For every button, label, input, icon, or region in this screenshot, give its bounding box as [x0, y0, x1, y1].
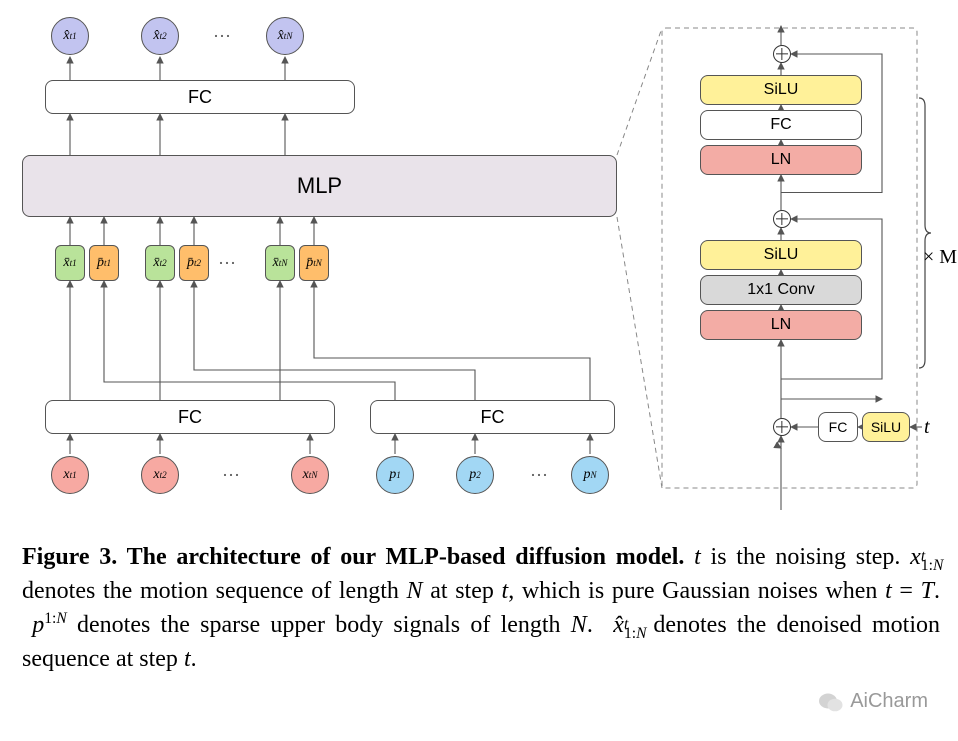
layer-silu2: SiLU	[700, 240, 862, 270]
t-symbol: t	[924, 416, 930, 439]
oplus-1	[773, 210, 791, 228]
output-dots: ···	[213, 26, 231, 47]
oplus-0	[773, 45, 791, 63]
fc-top: FC	[45, 80, 355, 114]
t-silu: SiLU	[862, 412, 910, 442]
output-0: x̂t1	[51, 17, 89, 55]
xin-0: xt1	[51, 456, 89, 494]
layer-silu1: SiLU	[700, 75, 862, 105]
layer-conv: 1x1 Conv	[700, 275, 862, 305]
xbar-2: x̄tN	[265, 245, 295, 281]
output-2: x̂tN	[266, 17, 304, 55]
layer-ln2: LN	[700, 310, 862, 340]
xin-2: xtN	[291, 456, 329, 494]
pin-dots: ···	[530, 465, 548, 486]
xin-1: xt2	[141, 456, 179, 494]
pbar-2: p̄tN	[299, 245, 329, 281]
pin-1: p2	[456, 456, 494, 494]
figure-caption: Figure 3. The architecture of our MLP-ba…	[22, 540, 940, 676]
oplus-2	[773, 418, 791, 436]
wechat-icon	[818, 691, 844, 713]
fc-left: FC	[45, 400, 335, 434]
layer-ln1: LN	[700, 145, 862, 175]
times-m: × M	[923, 246, 957, 269]
mlp-block: MLP	[22, 155, 617, 217]
output-1: x̂t2	[141, 17, 179, 55]
xbar-1: x̄t2	[145, 245, 175, 281]
pbar-0: p̄t1	[89, 245, 119, 281]
pair-dots: ···	[218, 253, 236, 274]
xbar-0: x̄t1	[55, 245, 85, 281]
xin-dots: ···	[222, 465, 240, 486]
pbar-1: p̄t2	[179, 245, 209, 281]
watermark: AiCharm	[818, 690, 928, 713]
t-fc: FC	[818, 412, 858, 442]
pin-2: pN	[571, 456, 609, 494]
fc-right: FC	[370, 400, 615, 434]
watermark-text: AiCharm	[850, 690, 928, 713]
pin-0: p1	[376, 456, 414, 494]
layer-fc: FC	[700, 110, 862, 140]
